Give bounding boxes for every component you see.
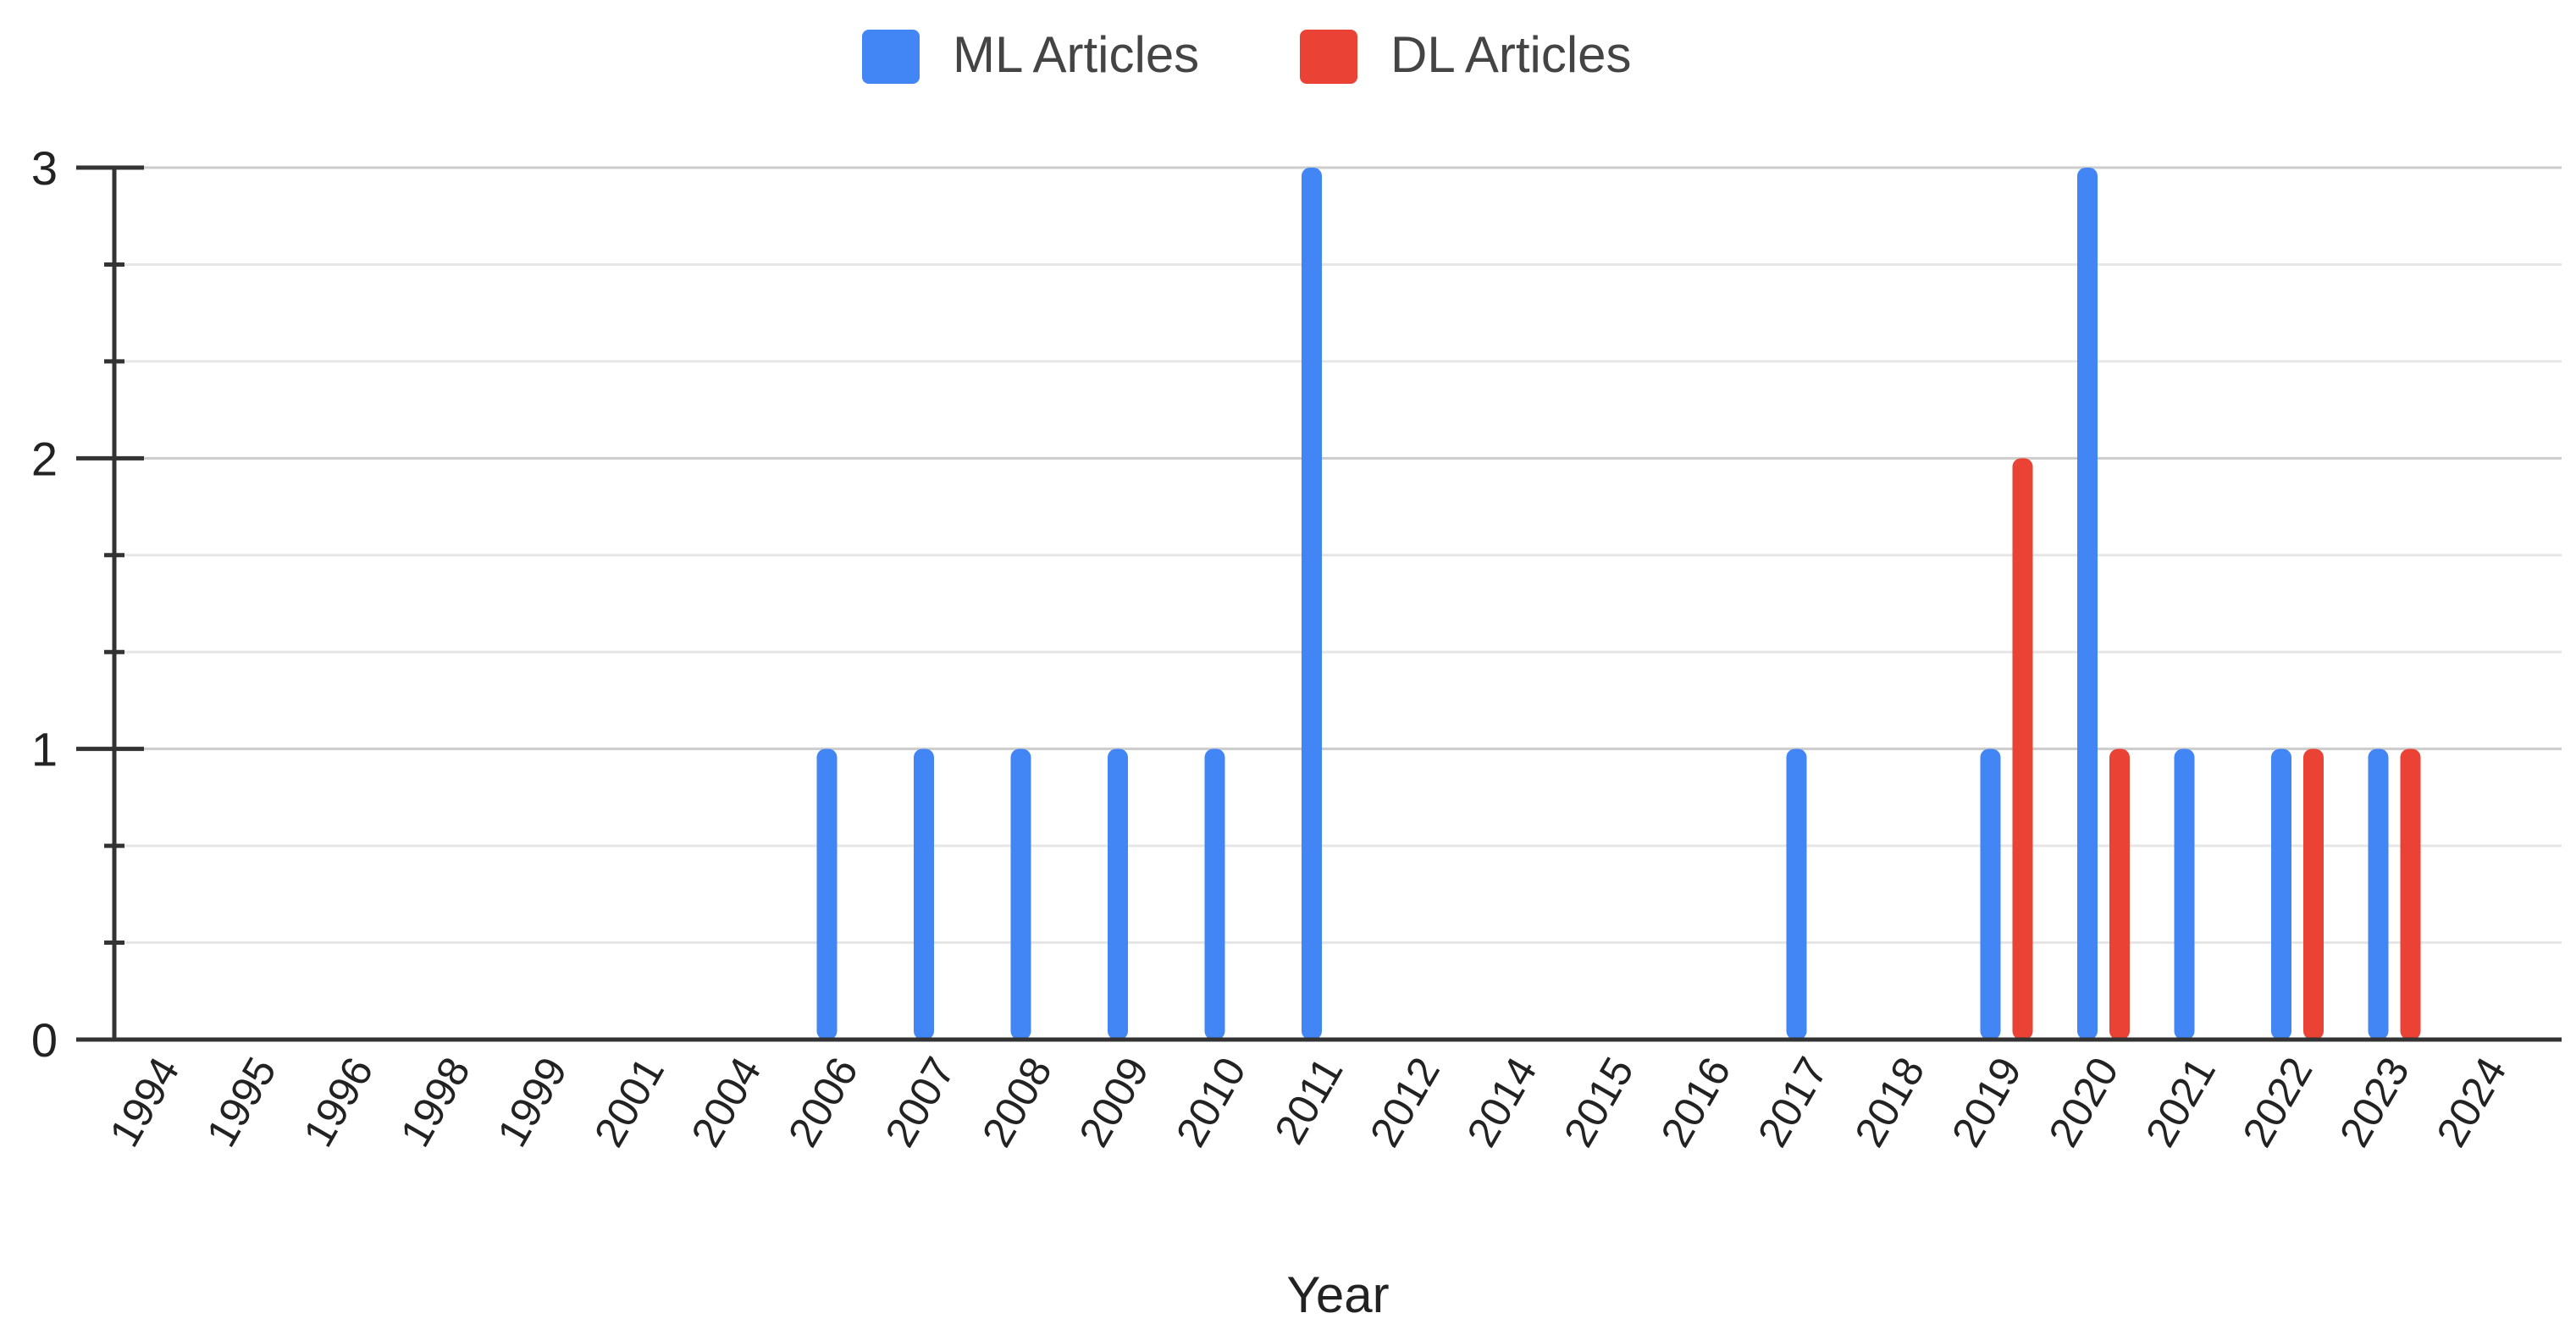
x-tick-label: 2024 (2427, 1050, 2515, 1155)
legend-label: ML Articles (953, 26, 1199, 83)
bar-ml-articles (2077, 168, 2098, 1040)
bar-ml-articles (816, 748, 837, 1040)
x-tick-label: 2010 (1167, 1050, 1255, 1155)
y-tick-label: 2 (31, 432, 58, 485)
bar-ml-articles (2174, 748, 2195, 1040)
bar-ml-articles (1204, 748, 1225, 1040)
gridlines (114, 166, 2562, 1041)
x-tick-labels: 1994 1995 1996 1998 1999 2001 2004 2006 2007 2008… (100, 1050, 2515, 1155)
x-tick-label: 1994 (100, 1050, 188, 1155)
bar-ml-articles (1010, 748, 1031, 1040)
y-tick-labels: 0 1 2 3 (31, 141, 58, 1067)
x-tick-label: 2019 (1943, 1050, 2031, 1155)
x-tick-label: 2007 (876, 1050, 964, 1155)
bar-ml-articles (914, 748, 934, 1040)
legend-swatch (1300, 30, 1357, 84)
x-tick-label: 2009 (1070, 1050, 1158, 1155)
x-tick-label: 1995 (197, 1050, 285, 1155)
bar-ml-articles (1302, 168, 1322, 1040)
x-tick-label: 1998 (391, 1050, 479, 1155)
x-tick-label: 2022 (2233, 1050, 2321, 1155)
y-tick-label: 3 (31, 141, 58, 195)
bar-ml-articles (2271, 748, 2291, 1040)
bar-ml-articles (1108, 748, 1128, 1040)
x-tick-label: 2012 (1361, 1050, 1449, 1155)
y-tick-label: 1 (31, 723, 58, 776)
x-tick-label: 2018 (1845, 1050, 1933, 1155)
x-tick-label: 2021 (2137, 1050, 2225, 1155)
x-tick-label: 2015 (1555, 1050, 1643, 1155)
x-tick-label: 2016 (1651, 1050, 1739, 1155)
bar-ml-articles (1786, 748, 1807, 1040)
x-tick-label: 1996 (294, 1050, 382, 1155)
x-tick-label: 2006 (779, 1050, 867, 1155)
bar-dl-articles (2109, 748, 2130, 1040)
y-tick-label: 0 (31, 1013, 58, 1067)
legend: ML Articles DL Articles (862, 26, 1632, 84)
x-tick-label: 2011 (1265, 1050, 1352, 1152)
axes (76, 165, 2562, 1042)
x-tick-label: 2014 (1457, 1050, 1545, 1155)
x-tick-label: 2020 (2039, 1050, 2127, 1155)
bars (816, 168, 2421, 1040)
x-tick-label: 2017 (1749, 1050, 1837, 1155)
legend-swatch (862, 30, 920, 84)
bar-dl-articles (2303, 748, 2324, 1040)
x-tick-label: 2023 (2330, 1050, 2418, 1155)
x-axis-label: Year (1286, 1266, 1389, 1323)
legend-label: DL Articles (1390, 26, 1632, 83)
bar-dl-articles (2400, 748, 2421, 1040)
x-tick-label: 2008 (973, 1050, 1061, 1155)
x-tick-label: 1999 (488, 1050, 576, 1155)
x-tick-label: 2001 (585, 1050, 673, 1155)
bar-dl-articles (2012, 458, 2033, 1040)
x-tick-label: 2004 (682, 1050, 770, 1155)
bar-ml-articles (2368, 748, 2389, 1040)
bar-ml-articles (1980, 748, 2001, 1040)
